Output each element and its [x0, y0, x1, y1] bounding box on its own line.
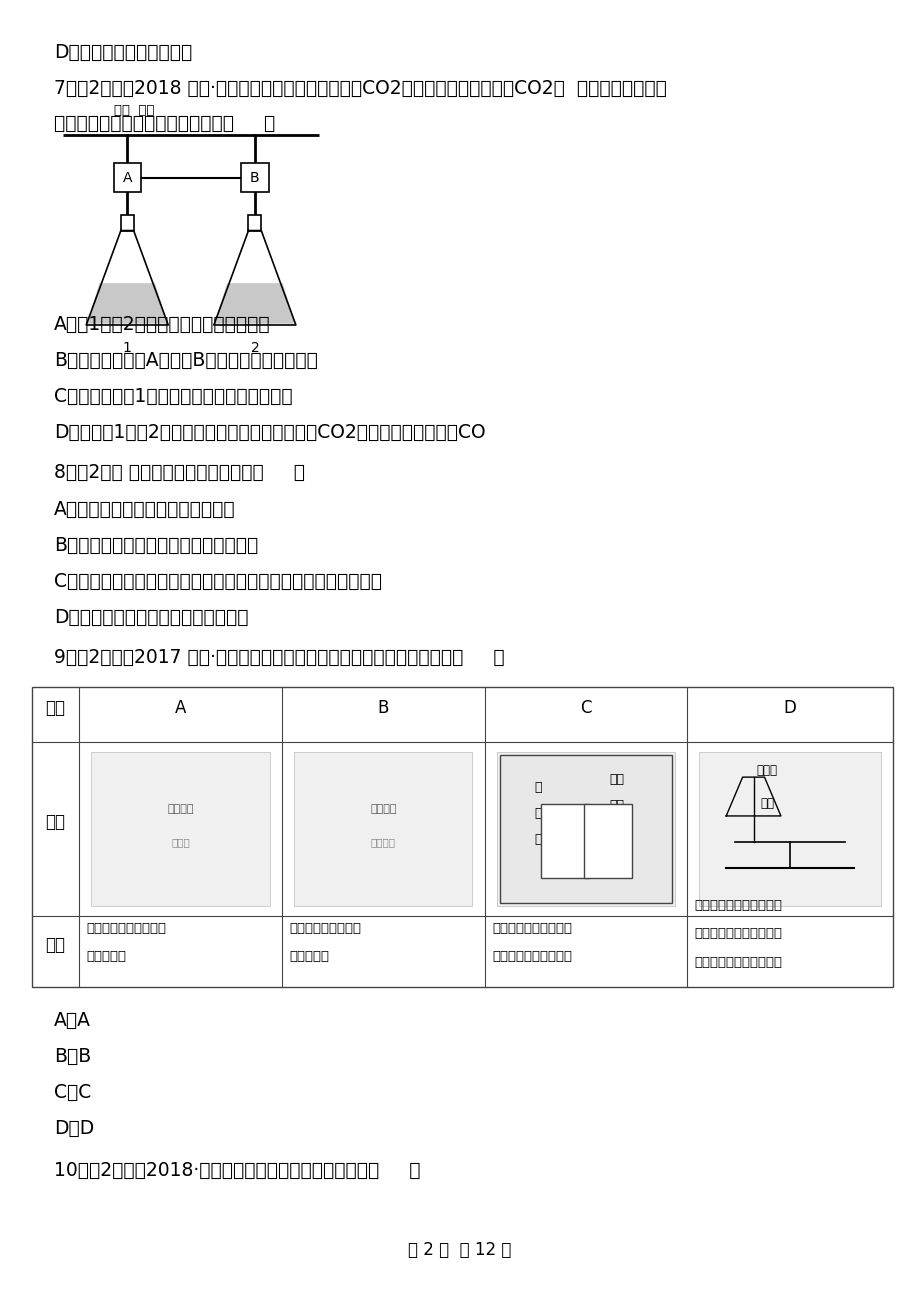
Text: 说明白烟的成分与蜡: 说明白烟的成分与蜡 — [289, 922, 361, 935]
Text: 说明氨分子在不断地运: 说明氨分子在不断地运 — [492, 922, 572, 935]
Text: 蒸馏装置: 蒸馏装置 — [167, 805, 194, 815]
Text: C．用熟石灰粉末与之混合、研磨，鉴别硫酸铵和氯化铵两种化肥: C．用熟石灰粉末与之混合、研磨，鉴别硫酸铵和氯化铵两种化肥 — [54, 572, 382, 591]
Text: 8．（2分） 下列鉴别方法不可行的是（     ）: 8．（2分） 下列鉴别方法不可行的是（ ） — [54, 464, 305, 483]
Text: 10．（2分）（2018·高安模拟）下列实验操作正确的是（     ）: 10．（2分）（2018·高安模拟）下列实验操作正确的是（ ） — [54, 1160, 420, 1180]
Text: C: C — [580, 699, 591, 717]
Text: 7．（2分）（2018 九上·荔湾期中）为证明人体呼出的CO2含量明显高于空气中的CO2，  采用呼气吸气如图: 7．（2分）（2018 九上·荔湾期中）为证明人体呼出的CO2含量明显高于空气中… — [54, 79, 666, 98]
Text: C．吸气时，瓶1试剂中出现气泡，液体变浑浊: C．吸气时，瓶1试剂中出现气泡，液体变浑浊 — [54, 387, 292, 406]
Bar — [584, 803, 631, 878]
Text: 1: 1 — [122, 341, 131, 354]
Text: 水: 水 — [533, 833, 540, 846]
Bar — [698, 753, 879, 906]
Bar — [540, 803, 588, 878]
Text: 以相互转化: 以相互转化 — [86, 950, 126, 963]
Text: A: A — [175, 699, 186, 717]
Text: 玻璃管: 玻璃管 — [756, 764, 777, 777]
Text: 装置进行实验。下列说法错误的是（     ）: 装置进行实验。下列说法错误的是（ ） — [54, 115, 276, 133]
Text: D．通过瓶1和瓶2中的不同现象，证明人体呼出的CO2含量明显高于空气中CO: D．通过瓶1和瓶2中的不同现象，证明人体呼出的CO2含量明显高于空气中CO — [54, 423, 485, 443]
Text: B: B — [250, 171, 259, 185]
Polygon shape — [87, 284, 167, 324]
Text: 烛成分相同: 烛成分相同 — [289, 950, 329, 963]
Text: 溶液: 溶液 — [608, 799, 624, 812]
Text: 白烟实验: 白烟实验 — [370, 837, 395, 846]
Bar — [120, 215, 133, 230]
Text: 红磷: 红磷 — [759, 797, 774, 810]
Text: 9．（2分）（2017 九上·鼓楼期中）下列实验方案与实验结论相对应的是（     ）: 9．（2分）（2017 九上·鼓楼期中）下列实验方案与实验结论相对应的是（ ） — [54, 648, 505, 668]
Text: B: B — [561, 835, 569, 848]
Text: D: D — [783, 699, 796, 717]
Text: 第 2 页  共 12 页: 第 2 页 共 12 页 — [408, 1241, 511, 1259]
Bar — [91, 753, 270, 906]
Text: 气的总质量一定等于反应: 气的总质量一定等于反应 — [694, 927, 781, 940]
Text: D．用燃烧的方法鉴别羊毛和合成纤维: D．用燃烧的方法鉴别羊毛和合成纤维 — [54, 608, 248, 628]
Text: D．D: D．D — [54, 1120, 95, 1138]
Text: 反应前锥形瓶内红磷和氧: 反应前锥形瓶内红磷和氧 — [694, 898, 781, 911]
Text: 2: 2 — [250, 341, 259, 354]
Text: 动，而酚酞分子不运动: 动，而酚酞分子不运动 — [492, 950, 572, 963]
Text: C．C: C．C — [54, 1083, 92, 1101]
Bar — [113, 163, 141, 191]
Text: 方案: 方案 — [45, 814, 65, 832]
Text: A: A — [122, 171, 131, 185]
Text: B: B — [378, 699, 389, 717]
Text: A: A — [603, 835, 612, 848]
Text: 示意图: 示意图 — [171, 837, 189, 846]
Text: D．蜡烛刚熄灭时产生白烟: D．蜡烛刚熄灭时产生白烟 — [54, 43, 192, 62]
Text: 酚酞: 酚酞 — [608, 773, 624, 786]
Bar — [499, 755, 671, 904]
Bar — [31, 687, 892, 987]
Text: 后生成五氧化二磷的质量: 后生成五氧化二磷的质量 — [694, 956, 781, 969]
Bar — [496, 753, 675, 906]
Text: 选项: 选项 — [45, 699, 65, 717]
Text: A．用带火星的木条鉴别空气和氧气: A．用带火星的木条鉴别空气和氧气 — [54, 500, 235, 518]
Bar — [248, 215, 261, 230]
Text: 结论: 结论 — [45, 936, 65, 954]
Text: 呼气  吸气: 呼气 吸气 — [113, 104, 153, 117]
Bar — [241, 163, 268, 191]
Text: 蜡烛燃烧: 蜡烛燃烧 — [369, 805, 396, 815]
Text: A．A: A．A — [54, 1010, 91, 1030]
Text: A．瓶1和瓶2中所装试剂均为澄清石灰水: A．瓶1和瓶2中所装试剂均为澄清石灰水 — [54, 315, 270, 333]
Text: B．用水鉴别硝酸铵和氢氧化钠两种固体: B．用水鉴别硝酸铵和氢氧化钠两种固体 — [54, 536, 258, 555]
Bar — [294, 753, 472, 906]
Text: B．吸气时，应将A打开、B关闭，呼气时，则相反: B．吸气时，应将A打开、B关闭，呼气时，则相反 — [54, 350, 318, 370]
Text: 浓: 浓 — [533, 781, 540, 794]
Polygon shape — [214, 284, 295, 324]
Text: 说明液态水与气态水可: 说明液态水与气态水可 — [86, 922, 166, 935]
Text: B．B: B．B — [54, 1047, 92, 1066]
Text: 氨: 氨 — [533, 807, 540, 820]
